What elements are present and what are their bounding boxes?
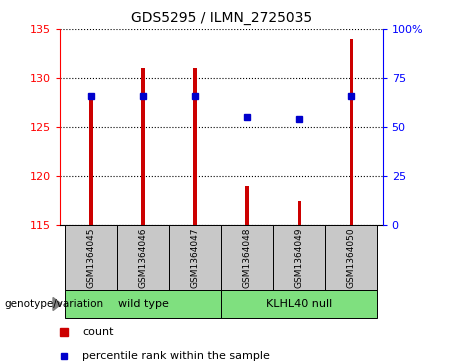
Bar	[297, 200, 301, 225]
Text: GSM1364045: GSM1364045	[87, 228, 96, 288]
Title: GDS5295 / ILMN_2725035: GDS5295 / ILMN_2725035	[131, 11, 312, 25]
Bar	[117, 225, 169, 290]
Bar	[221, 290, 378, 318]
Text: GSM1364048: GSM1364048	[243, 228, 252, 288]
Bar	[349, 39, 353, 225]
Polygon shape	[53, 298, 61, 310]
Bar	[169, 225, 221, 290]
Bar	[65, 225, 117, 290]
Text: GSM1364047: GSM1364047	[191, 228, 200, 288]
Text: GSM1364050: GSM1364050	[347, 227, 356, 288]
Text: GSM1364049: GSM1364049	[295, 228, 304, 288]
Text: GSM1364046: GSM1364046	[139, 228, 148, 288]
Bar	[325, 225, 378, 290]
Bar	[221, 225, 273, 290]
Bar	[89, 98, 93, 225]
Text: KLHL40 null: KLHL40 null	[266, 299, 332, 309]
Text: count: count	[82, 327, 113, 337]
Bar	[142, 68, 145, 225]
Text: wild type: wild type	[118, 299, 169, 309]
Bar	[245, 186, 249, 225]
Text: genotype/variation: genotype/variation	[5, 299, 104, 309]
Bar	[65, 290, 221, 318]
Bar	[273, 225, 325, 290]
Bar	[194, 68, 197, 225]
Text: percentile rank within the sample: percentile rank within the sample	[82, 351, 270, 361]
